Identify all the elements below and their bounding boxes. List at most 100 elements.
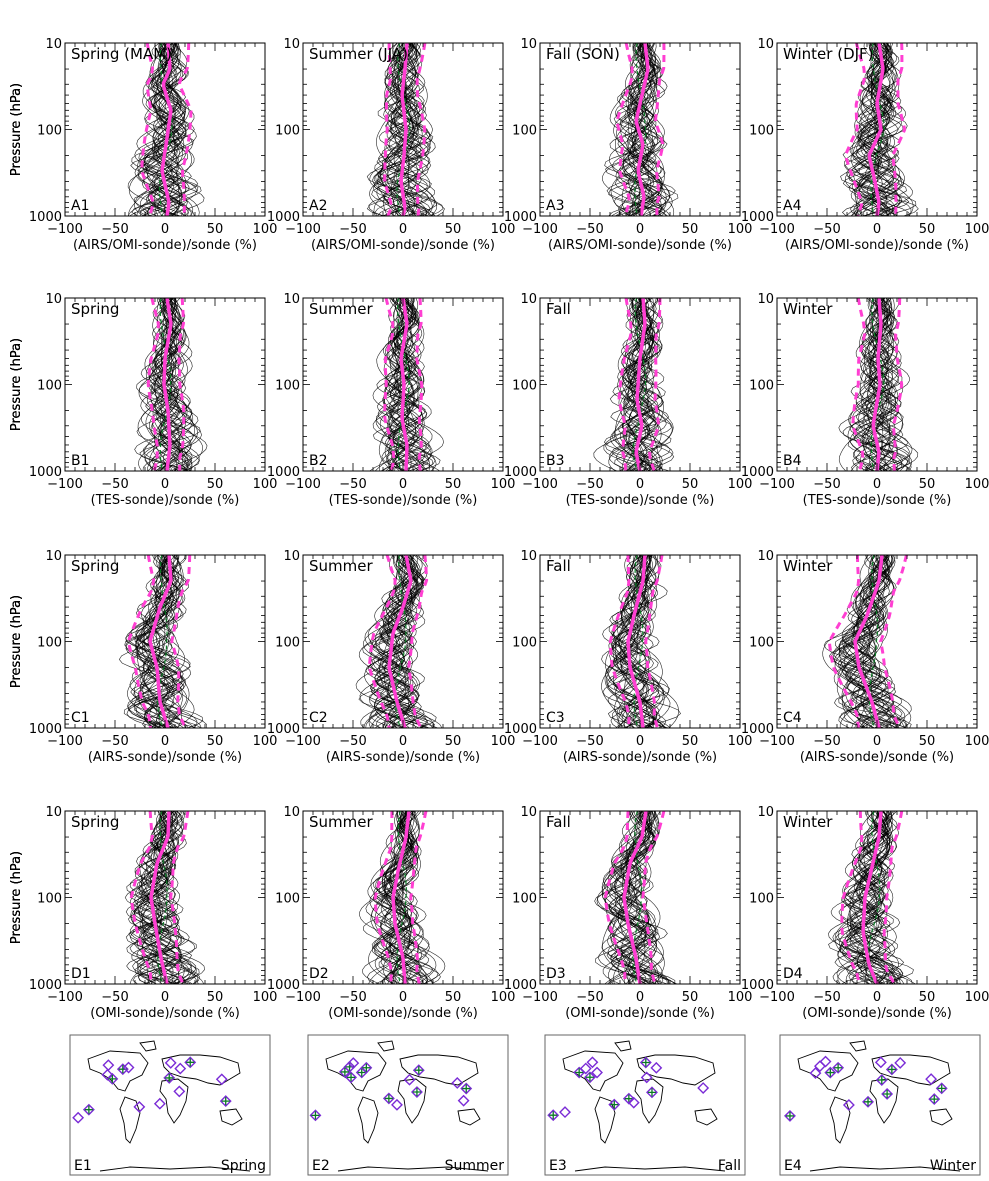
sonde-profile-line — [852, 298, 908, 471]
stddev-line — [126, 555, 156, 728]
y-axis-label: Pressure (hPa) — [9, 83, 24, 176]
sonde-profile-line — [846, 811, 889, 984]
station-diamond-marker — [411, 1086, 423, 1098]
sonde-profile-line — [830, 811, 891, 984]
x-tick-label: 50 — [207, 477, 224, 492]
x-axis-label: (AIRS/OMI-sonde)/sonde (%) — [548, 238, 732, 253]
coastline — [337, 1166, 489, 1172]
station-diamond-marker — [646, 1086, 658, 1099]
coastline — [562, 1050, 624, 1092]
stddev-line — [615, 43, 634, 216]
coastline — [797, 1050, 859, 1092]
sonde-profile-line — [616, 555, 664, 728]
y-tick-label: 10 — [757, 549, 774, 564]
reference-dashed-line — [396, 298, 410, 471]
map-label: E3 — [549, 1158, 567, 1174]
y-tick-label: 100 — [512, 124, 537, 139]
station-plus-marker — [610, 1100, 619, 1109]
station-diamond-marker — [82, 1103, 95, 1116]
x-axis-label: (OMI-sonde)/sonde (%) — [565, 1006, 715, 1021]
stddev-line — [383, 43, 393, 216]
y-tick-label: 1000 — [29, 722, 62, 737]
panel-title: Summer — [309, 300, 373, 318]
profile-lines — [366, 43, 445, 216]
y-tick-label: 10 — [520, 805, 537, 820]
sonde-profile-line — [376, 555, 418, 728]
sonde-profile-line — [138, 298, 184, 471]
sonde-profile-line — [633, 43, 658, 216]
x-tick-label: 50 — [207, 990, 224, 1005]
y-tick-label: 10 — [520, 549, 537, 564]
sonde-profile-line — [133, 43, 195, 216]
x-tick-label: −50 — [813, 990, 840, 1005]
y-axis-label: Pressure (hPa) — [9, 338, 24, 431]
station-diamond-marker — [928, 1093, 941, 1106]
station-plus-marker — [414, 1066, 423, 1075]
y-tick-label: 10 — [757, 292, 774, 307]
profile-lines — [594, 811, 678, 984]
profile-lines — [124, 811, 205, 984]
stddev-line — [129, 811, 154, 984]
station-plus-marker — [937, 1084, 946, 1093]
sonde-profile-line — [632, 43, 663, 216]
map-frame — [307, 1034, 509, 1176]
sonde-profile-line — [141, 811, 174, 984]
map-title: Winter — [930, 1158, 976, 1174]
x-axis-label: (AIRS-sonde)/sonde (%) — [563, 750, 717, 765]
station-diamond-marker — [591, 1066, 603, 1079]
y-axis-label: Pressure (hPa) — [9, 851, 24, 944]
sonde-profile-line — [375, 43, 444, 216]
y-tick-label: 1000 — [267, 722, 300, 737]
profile-lines — [593, 298, 675, 471]
coastlines — [325, 1040, 489, 1172]
mean-line — [867, 43, 885, 216]
reference-dashed-line — [396, 811, 407, 984]
station-diamond-marker — [403, 1073, 416, 1086]
y-tick-label: 100 — [749, 636, 774, 651]
sonde-profile-line — [636, 43, 654, 216]
sonde-profile-line — [127, 43, 187, 216]
x-tick-label: −50 — [813, 477, 840, 492]
stddev-line — [648, 298, 662, 471]
sonde-profile-line — [160, 43, 181, 216]
station-diamond-marker — [573, 1066, 586, 1079]
x-tick-label: 0 — [873, 222, 881, 237]
station-diamond-marker — [391, 1098, 403, 1111]
sonde-profile-line — [608, 811, 663, 984]
sonde-profile-line — [608, 811, 658, 984]
station-diamond-marker — [784, 1109, 796, 1122]
y-tick-label: 100 — [275, 636, 300, 651]
y-tick-label: 1000 — [504, 978, 537, 993]
sonde-profile-line — [133, 811, 183, 984]
y-tick-label: 100 — [512, 636, 537, 651]
station-plus-marker — [785, 1111, 794, 1120]
coastline — [397, 1078, 427, 1124]
sonde-profile-line — [848, 298, 912, 471]
stddev-line — [882, 811, 904, 984]
station-diamond-marker — [586, 1056, 599, 1069]
station-diamond-marker — [547, 1109, 560, 1122]
coastline — [634, 1078, 664, 1124]
sonde-profile-line — [137, 555, 187, 728]
map-e1: E1 Spring — [69, 1034, 271, 1176]
station-diamond-marker — [697, 1082, 710, 1094]
stddev-line — [644, 555, 664, 728]
sonde-profile-line — [615, 811, 676, 984]
coastline — [849, 1040, 867, 1052]
station-diamond-marker — [832, 1061, 845, 1074]
x-tick-label: −100 — [759, 222, 795, 237]
mean-line — [399, 43, 409, 216]
sonde-profile-line — [373, 555, 418, 728]
station-plus-marker — [930, 1095, 939, 1104]
panel-label: B2 — [309, 453, 328, 469]
y-tick-label: 100 — [275, 892, 300, 907]
x-tick-label: −50 — [576, 990, 603, 1005]
station-plus-marker — [585, 1073, 594, 1082]
mean-line — [387, 555, 413, 728]
coastline — [614, 1040, 632, 1052]
station-diamond-marker — [122, 1061, 135, 1074]
y-tick-label: 10 — [283, 37, 300, 52]
coastline — [399, 1054, 479, 1086]
x-tick-label: −50 — [339, 734, 366, 749]
coastline — [457, 1108, 481, 1126]
